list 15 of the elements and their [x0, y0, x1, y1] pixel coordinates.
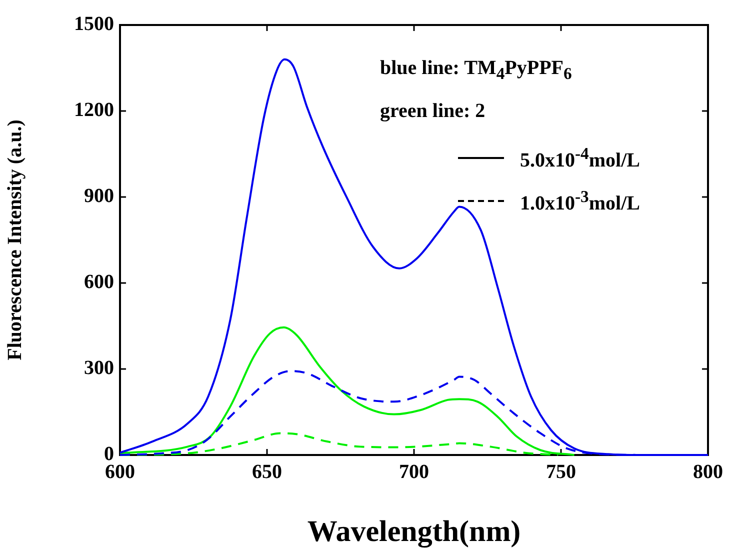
x-tick-label: 700 — [399, 461, 429, 484]
annotation: 1.0x10$^{-3}$mol/L — [520, 187, 640, 215]
annotation: blue line: TM$_{4}$PyPPF$_{6}$ — [380, 57, 572, 83]
y-axis-title: Fluorescence Intensity (a.u.) — [4, 120, 26, 360]
annotation: 5.0x10$^{-4}$mol/L — [520, 144, 640, 172]
x-tick-label: 650 — [252, 461, 282, 484]
y-tick-label: 600 — [84, 271, 114, 294]
x-axis-title: Wavelength(nm) — [307, 514, 521, 548]
y-tick-label: 900 — [84, 185, 114, 208]
y-tick-label: 300 — [84, 357, 114, 380]
x-tick-label: 750 — [546, 461, 576, 484]
annotation: green line: 2 — [380, 100, 486, 122]
x-tick-label: 800 — [693, 461, 723, 484]
y-tick-label: 1200 — [74, 99, 114, 122]
y-tick-label: 1500 — [74, 13, 114, 36]
